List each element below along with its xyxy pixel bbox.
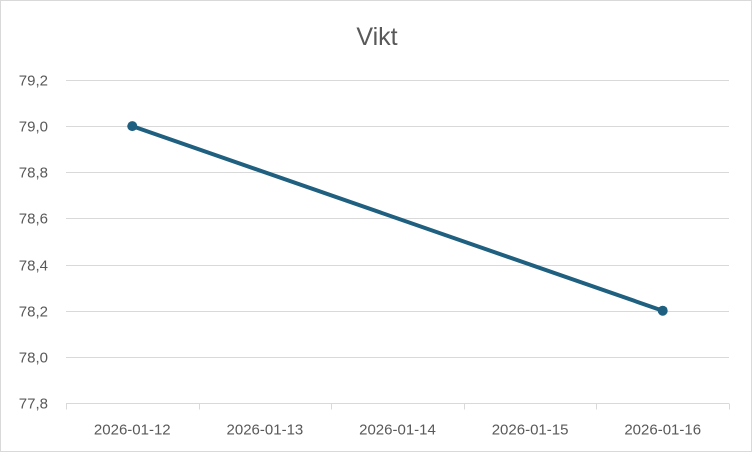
y-tick-label: 78,0 [19,350,48,367]
series-line [130,124,665,313]
gridlines [66,80,729,358]
y-tick-label: 78,6 [19,211,48,228]
y-tick-label: 78,2 [19,304,48,321]
y-tick-label: 78,8 [19,165,48,182]
data-point [657,305,668,316]
x-tick-label: 2026-01-16 [624,422,701,439]
data-point [127,121,138,132]
x-tick-label: 2026-01-15 [492,422,569,439]
x-tick-label: 2026-01-13 [227,422,304,439]
y-tick-label: 79,0 [19,119,48,136]
x-axis-tick-labels: 2026-01-12 2026-01-13 2026-01-14 2026-01-15… [94,422,701,439]
y-axis-tick-labels: 77,8 78,0 78,2 78,4 78,6 78,8 79,0 79,2 [19,73,48,413]
axes [66,403,730,410]
chart-title: Vikt [356,23,397,51]
y-tick-label: 79,2 [19,73,48,90]
data-series [127,121,668,316]
x-tick-label: 2026-01-14 [359,422,436,439]
x-tick-label: 2026-01-12 [94,422,171,439]
y-tick-label: 78,4 [19,258,48,275]
y-tick-label: 77,8 [19,396,48,413]
